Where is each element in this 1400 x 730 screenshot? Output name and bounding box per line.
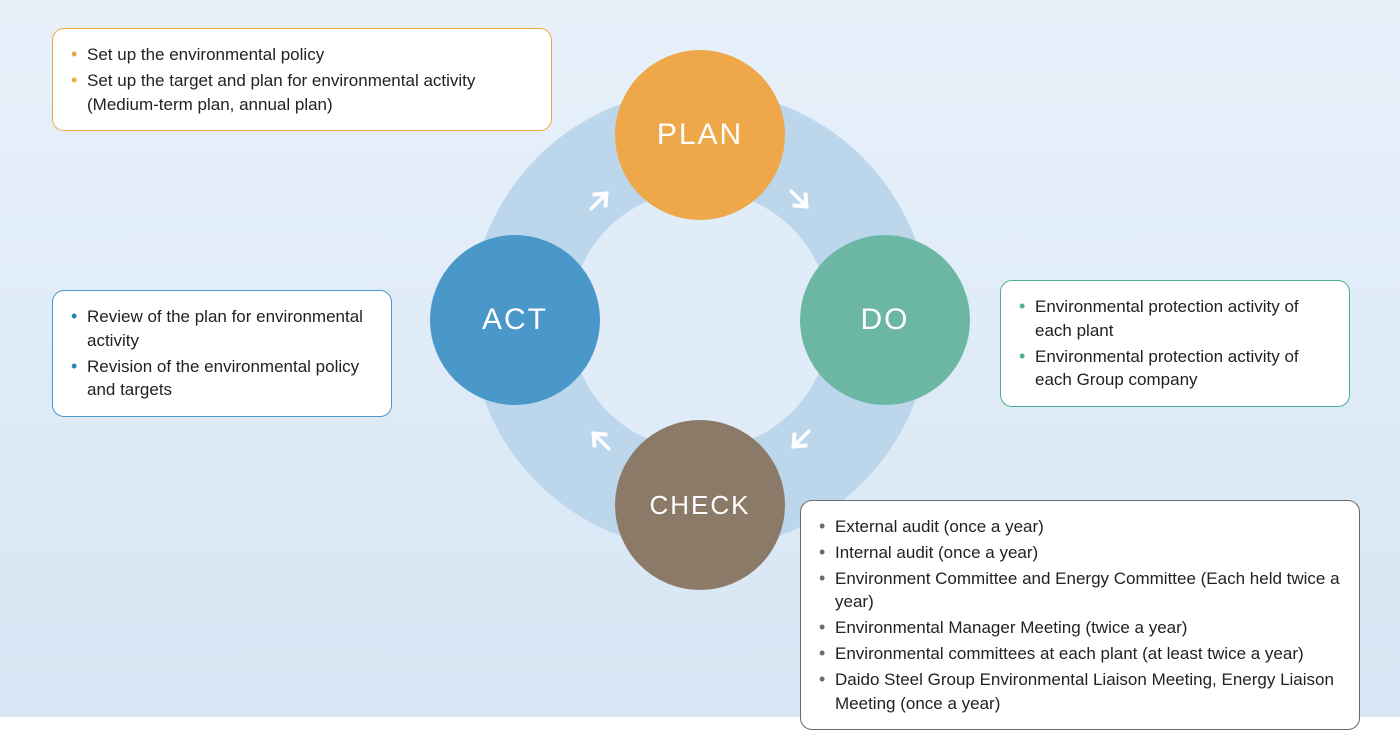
box-check-item: External audit (once a year) (819, 515, 1341, 539)
box-act-item: Revision of the environmental policy and… (71, 355, 373, 403)
box-check-item: Internal audit (once a year) (819, 541, 1341, 565)
pdca-diagram: PLAN DO CHECK ACT Set up the environmental p… (0, 0, 1400, 717)
box-check: External audit (once a year)Internal aud… (800, 500, 1360, 730)
box-plan-item: Set up the target and plan for environme… (71, 69, 533, 117)
box-check-item: Environment Committee and Energy Committ… (819, 567, 1341, 615)
box-do-item: Environmental protection activity of eac… (1019, 345, 1331, 393)
node-check-label: CHECK (649, 490, 750, 521)
node-do: DO (800, 235, 970, 405)
box-check-item: Environmental Manager Meeting (twice a y… (819, 616, 1341, 640)
cycle-ring-hole (570, 190, 830, 450)
box-plan: Set up the environmental policySet up th… (52, 28, 552, 131)
node-do-label: DO (861, 303, 910, 337)
node-act-label: ACT (482, 303, 548, 337)
node-plan-label: PLAN (657, 118, 743, 152)
node-act: ACT (430, 235, 600, 405)
node-check: CHECK (615, 420, 785, 590)
box-check-item: Daido Steel Group Environmental Liaison … (819, 668, 1341, 716)
box-do-item: Environmental protection activity of eac… (1019, 295, 1331, 343)
box-do: Environmental protection activity of eac… (1000, 280, 1350, 407)
box-act: Review of the plan for environmental act… (52, 290, 392, 417)
box-plan-item: Set up the environmental policy (71, 43, 533, 67)
node-plan: PLAN (615, 50, 785, 220)
box-check-item: Environmental committees at each plant (… (819, 642, 1341, 666)
box-act-item: Review of the plan for environmental act… (71, 305, 373, 353)
